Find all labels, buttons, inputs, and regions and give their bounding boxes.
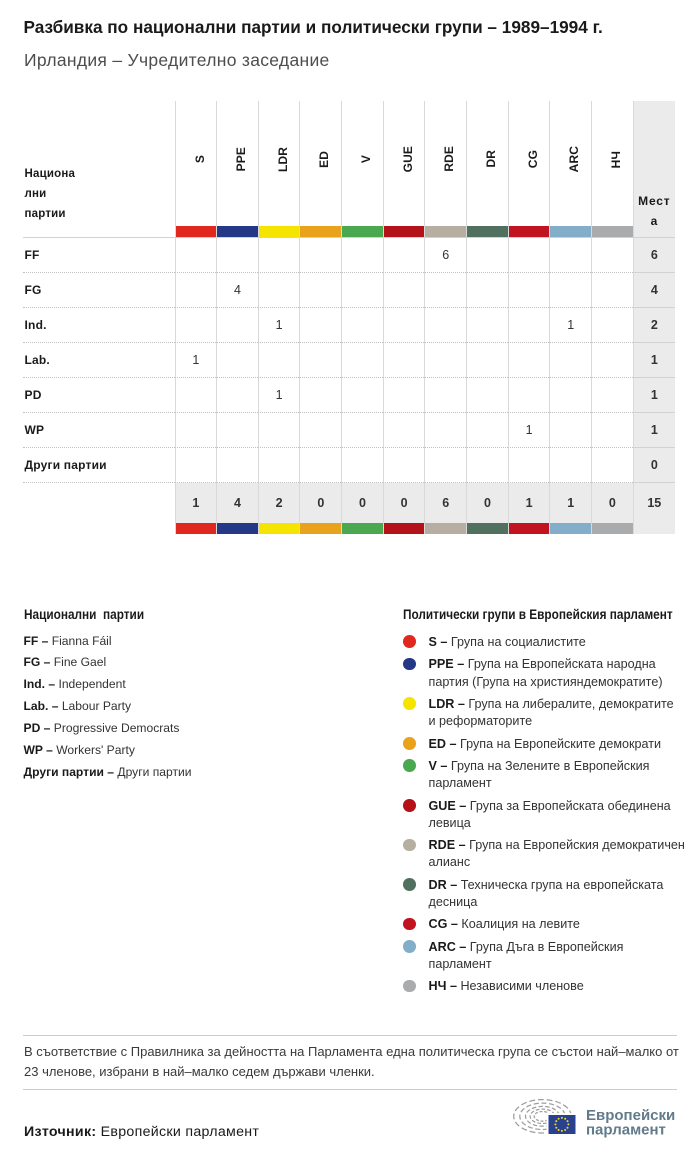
svg-text:Европейски: Европейски: [586, 1107, 675, 1124]
svg-text:парламент: парламент: [586, 1122, 666, 1139]
